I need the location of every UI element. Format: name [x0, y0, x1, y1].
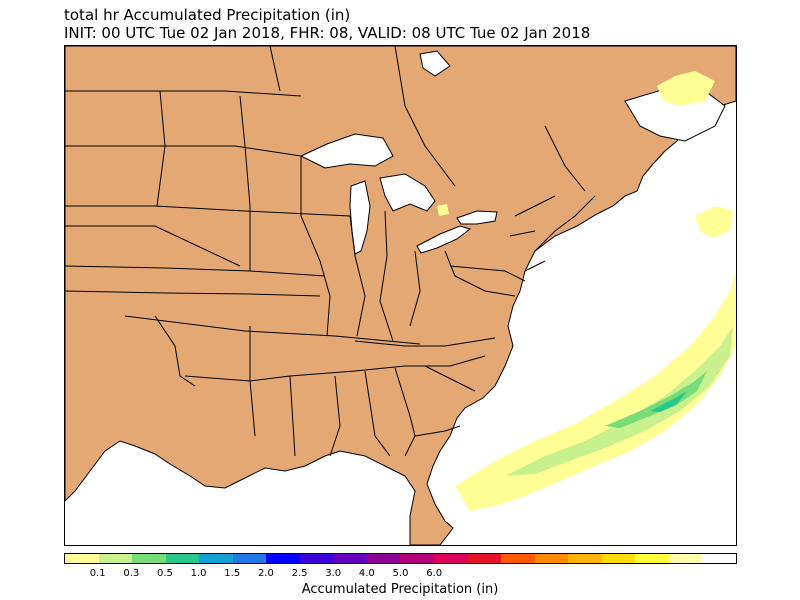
map-subtitle-valid-time: INIT: 00 UTC Tue 02 Jan 2018, FHR: 08, V…	[64, 24, 591, 42]
state-boundaries	[65, 46, 596, 457]
colorbar-bin-16	[601, 554, 636, 563]
colorbar-tick-label: 6.0	[426, 568, 443, 579]
colorbar-bin-15	[568, 554, 602, 563]
precip-band-0-1	[455, 271, 736, 511]
colorbar-tick-label: 0.3	[123, 568, 140, 579]
colorbar-bin-7	[299, 554, 334, 563]
precip-patch-northeast	[695, 206, 733, 238]
colorbar-tick-label: 4.0	[358, 568, 375, 579]
colorbar-bin-9	[366, 554, 401, 563]
precipitation-map	[64, 45, 737, 546]
lake-michigan	[349, 180, 371, 255]
map-title: total hr Accumulated Precipitation (in)	[64, 6, 351, 24]
map-canvas	[65, 46, 736, 545]
colorbar-bin-13	[501, 554, 535, 563]
colorbar-bin-3	[165, 554, 200, 563]
colorbar-bin-8	[333, 554, 367, 563]
hudson-inlet	[419, 50, 451, 77]
colorbar-bin-6	[266, 554, 300, 563]
precip-patch-maritimes	[657, 71, 715, 106]
colorbar-bin-10	[400, 554, 435, 563]
colorbar-tick-label: 2.0	[257, 568, 274, 579]
colorbar-label: Accumulated Precipitation (in)	[301, 582, 499, 597]
lake-superior	[299, 133, 394, 169]
colorbar-tick-label: 5.0	[392, 568, 409, 579]
colorbar-tick-label: 1.5	[224, 568, 241, 579]
colorbar-bin-1	[98, 554, 133, 563]
precipitation-colorbar	[64, 553, 737, 564]
land-mass	[65, 46, 736, 545]
colorbar-tick-label: 1.0	[190, 568, 207, 579]
colorbar-tick-label: 2.5	[291, 568, 308, 579]
colorbar-bin-11	[434, 554, 468, 563]
colorbar-bin-19	[702, 554, 736, 563]
colorbar-tick-label: 3.0	[325, 568, 342, 579]
colorbar-tick-label: 0.1	[89, 568, 106, 579]
precip-core-0-5	[650, 391, 687, 412]
precip-patch-lake-ontario	[437, 204, 449, 216]
precip-band-0-5	[605, 371, 707, 428]
colorbar-bin-4	[199, 554, 233, 563]
lake-ontario	[456, 210, 498, 225]
precip-band-0-3	[505, 326, 733, 476]
colorbar-bin-17	[635, 554, 669, 563]
colorbar-bin-18	[668, 554, 703, 563]
colorbar-bin-0	[65, 554, 99, 563]
colorbar-tick-label: 0.5	[156, 568, 173, 579]
colorbar-bin-12	[467, 554, 502, 563]
precipitation-overlay	[437, 71, 736, 511]
colorbar-bin-2	[132, 554, 166, 563]
lake-erie	[416, 225, 472, 254]
lake-huron	[379, 173, 436, 212]
colorbar-bin-5	[232, 554, 267, 563]
colorbar-bin-14	[534, 554, 569, 563]
